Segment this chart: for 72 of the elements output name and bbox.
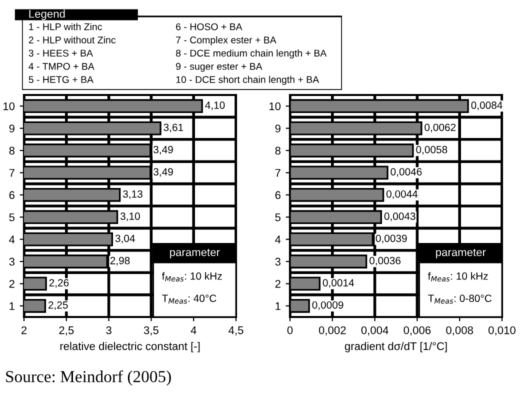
x-tick-label: 0,008 [446, 326, 474, 336]
data-label: 2,98 [110, 256, 130, 266]
x-tick-label: 2,5 [59, 326, 74, 336]
y-tick-label: 10 [269, 102, 281, 110]
y-tick-label: 8 [275, 146, 280, 155]
data-label: 3,10 [120, 212, 140, 222]
y-tick-label: 5 [275, 213, 281, 222]
y-tick-label: 3 [9, 258, 14, 266]
y-tick-label: 6 [275, 191, 280, 200]
x-tick-label: 3,5 [144, 326, 158, 336]
x-tick-label: 0 [287, 326, 293, 334]
y-tick-label: 5 [9, 213, 15, 222]
text: 2 - HLP without Zinc [28, 36, 116, 44]
text: 4 - TMPO + BA [28, 62, 94, 70]
x-tick-label: 2 [21, 326, 27, 334]
text: 5 - HETG + BA [28, 76, 94, 84]
data-label: 0,0058 [416, 146, 448, 155]
y-tick-label: 1 [276, 302, 280, 310]
y-tick-label: 8 [9, 146, 14, 155]
y-tick-label: 6 [9, 191, 14, 200]
x-tick-label: 0,006 [404, 326, 431, 336]
text: 9 - suger ester + BA [176, 62, 262, 72]
data-label: 0,0044 [386, 190, 418, 199]
data-label: 4,10 [205, 102, 225, 110]
x-tick-label: 0,010 [488, 326, 516, 336]
text: 6 - HOSO + BA [176, 23, 242, 30]
y-tick-label: 2 [9, 280, 14, 288]
text: Legend [29, 10, 65, 20]
data-label: 3,49 [154, 146, 173, 155]
text: 8 - DCE medium chain length + BA [176, 49, 327, 59]
annotation: T$_{Meas}$: 40°C [162, 294, 216, 304]
text: 1 - HLP with Zinc [29, 23, 102, 30]
data-label: 0,0009 [312, 301, 344, 310]
data-label: 0,0084 [471, 102, 502, 110]
x-tick-label: 3 [106, 326, 112, 334]
y-tick-label: 2 [275, 280, 280, 288]
y-tick-label: 10 [3, 102, 15, 110]
data-label: 2,26 [49, 279, 69, 288]
data-label: 3,61 [164, 124, 184, 132]
annotation: f$_{Meas}$: 10 kHz [162, 272, 222, 282]
x-axis-title: relative dielectric constant [-] [60, 342, 200, 352]
annotation: parameter [436, 248, 486, 258]
annotation: T$_{Meas}$: 0-80°C [428, 294, 492, 304]
x-tick-label: 0,004 [361, 326, 388, 336]
source-note: Source: Meindorf (2005) [6, 370, 171, 386]
data-label: 0,0036 [370, 256, 400, 266]
data-label: 0,0014 [322, 279, 354, 288]
y-tick-label: 3 [275, 258, 280, 266]
annotation: parameter [170, 248, 220, 258]
data-label: 0,0046 [390, 168, 422, 177]
data-label: 3,13 [123, 190, 142, 199]
x-tick-label: 4,5 [228, 326, 244, 336]
y-tick-label: 1 [10, 302, 14, 310]
y-tick-label: 9 [275, 124, 280, 132]
data-label: 3,49 [154, 168, 173, 177]
data-label: 2,25 [48, 301, 68, 310]
data-label: 0,0062 [424, 124, 456, 132]
y-tick-label: 7 [275, 169, 280, 177]
y-tick-label: 4 [9, 236, 15, 244]
text: 10 - DCE short chain length + BA [176, 76, 320, 85]
y-tick-label: 9 [9, 124, 14, 132]
text: 7 - Complex ester + BA [176, 36, 276, 46]
x-axis-title: gradient dσ/dT [1/°C] [344, 342, 447, 352]
y-tick-label: 7 [9, 169, 14, 177]
data-label: 0,0043 [384, 212, 416, 222]
x-tick-label: 0,002 [318, 326, 346, 336]
y-tick-label: 4 [275, 236, 281, 244]
x-tick-label: 4 [190, 326, 196, 334]
data-label: 0,0039 [376, 234, 407, 244]
data-label: 3,04 [115, 234, 135, 244]
annotation: f$_{Meas}$: 10 kHz [428, 272, 488, 282]
text: 3 - HEES + BA [28, 50, 93, 57]
